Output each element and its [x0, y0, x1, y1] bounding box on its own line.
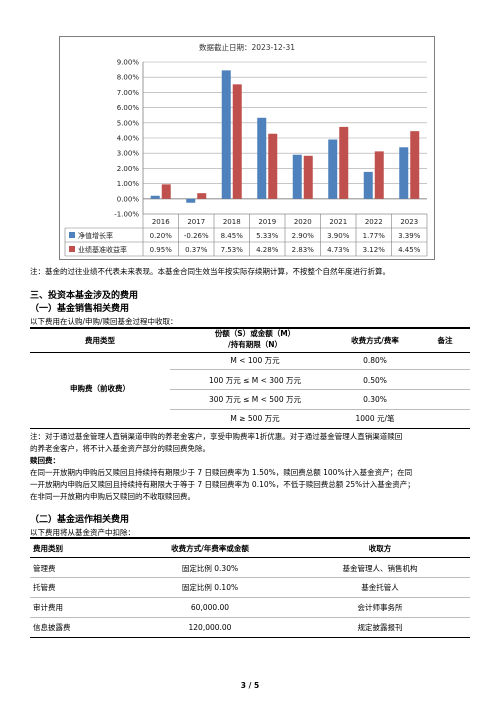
bar — [328, 139, 338, 199]
ops-fee-type: 管理费 — [33, 564, 56, 573]
ops-fee-type: 审计费用 — [33, 603, 63, 612]
bar — [257, 117, 267, 199]
rate-tier: 0.50% — [363, 376, 387, 385]
bar — [303, 155, 313, 199]
bar — [197, 193, 207, 199]
y-tick-label: 8.00% — [117, 74, 140, 82]
data-label: 0.95% — [150, 246, 173, 254]
purchase-discount-note-cont: 的养老金客户，将不计入基金资产部分的赎回费免除。 — [30, 444, 210, 453]
col-fee-category: 费用类别 — [33, 544, 63, 553]
bar — [186, 198, 196, 203]
ops-fee-rate: 60,000.00 — [190, 603, 230, 612]
subsection-sales-title: （一）基金销售相关费用 — [30, 304, 130, 314]
redemption-fee-text: 在非同一开放期内申购后又赎回的不收取赎回费。 — [30, 492, 195, 501]
ops-fee-recipient: 规定披露报刊 — [357, 623, 403, 632]
y-tick-label: 4.00% — [117, 135, 140, 143]
redemption-fee-text: 一开放期内申购后又赎回且持续持有期限大于等于 7 日赎回费率为 0.10%，不低… — [30, 480, 415, 489]
legend-swatch — [69, 232, 75, 238]
performance-note: 注：基金的过往业绩不代表未来表现。本基金合同生效当年按实际存续期计算，不按整个自… — [30, 267, 390, 276]
chart-title: 数据截止日期：2023-12-31 — [199, 42, 295, 52]
col-rate: 收费方式/费率 — [351, 336, 399, 345]
bar — [150, 195, 160, 199]
legend-label: 净值增长率 — [78, 231, 113, 240]
ops-fee-recipient: 基金管理人、销售机构 — [342, 564, 418, 573]
col-note: 备注 — [437, 336, 453, 345]
redemption-fee-title: 赎回费： — [30, 456, 60, 465]
amount-tier: M ≥ 500 万元 — [230, 414, 280, 423]
bar — [410, 131, 420, 199]
data-label: 3.90% — [327, 232, 350, 240]
data-label: 4.28% — [256, 246, 279, 254]
bar — [292, 154, 302, 199]
redemption-fee-text: 在同一开放期内申购后又赎回且持续持有期限少于 7 日赎回费率为 1.50%，赎回… — [30, 468, 413, 477]
col-amount-term: /持有期限（N） — [227, 340, 283, 349]
data-label: 1.77% — [363, 232, 386, 240]
ops-fee-intro: 以下费用将从基金资产中扣除： — [30, 528, 135, 537]
ops-fee-rate: 固定比例 0.10% — [181, 583, 239, 592]
data-label: 8.45% — [221, 232, 244, 240]
rate-tier: 1000 元/笔 — [355, 414, 395, 423]
y-tick-label: 0.00% — [117, 195, 140, 203]
bar — [399, 147, 409, 199]
page-number: 3 / 5 — [240, 681, 260, 690]
col-amount: 份额（S）或金额（M） — [214, 329, 296, 338]
x-tick-label: 2023 — [400, 218, 418, 226]
col-rate-amount: 收费方式/年费率或金额 — [171, 544, 249, 553]
x-tick-label: 2016 — [152, 218, 170, 226]
x-tick-label: 2019 — [258, 218, 276, 226]
data-label: 5.33% — [256, 232, 279, 240]
data-label: 3.39% — [398, 232, 421, 240]
purchase-discount-note: 注：对于通过基金管理人直销渠道申购的养老金客户，享受申购费率1折优惠。对于通过基… — [30, 432, 403, 441]
ops-fee-rate: 固定比例 0.30% — [181, 564, 239, 573]
data-label: 2.90% — [292, 232, 315, 240]
x-tick-label: 2022 — [365, 218, 383, 226]
y-tick-label: 3.00% — [117, 150, 140, 158]
ops-fee-type: 信息披露费 — [33, 623, 71, 632]
data-label: -0.26% — [184, 232, 209, 240]
data-label: 4.45% — [398, 246, 421, 254]
col-recipient: 收取方 — [368, 544, 392, 553]
rate-tier: 0.80% — [363, 356, 387, 365]
ops-fee-recipient: 基金托管人 — [361, 583, 399, 592]
data-label: 3.12% — [363, 246, 386, 254]
data-label: 7.53% — [221, 246, 244, 254]
ops-fee-rate: 120,000.00 — [188, 623, 232, 632]
legend-swatch — [69, 246, 75, 252]
y-tick-label: 5.00% — [117, 119, 140, 127]
sales-fee-intro: 以下费用在认购/申购/赎回基金过程中收取： — [30, 317, 178, 326]
y-tick-label: 9.00% — [117, 59, 140, 67]
data-label: 0.20% — [150, 232, 173, 240]
amount-tier: M < 100 万元 — [230, 356, 280, 365]
data-label: 4.73% — [327, 246, 350, 254]
ops-fee-recipient: 会计师事务所 — [357, 603, 403, 612]
bar — [221, 70, 231, 199]
y-tick-label: 2.00% — [117, 165, 140, 173]
col-fee-type: 费用类型 — [85, 336, 115, 345]
y-tick-label: -1.00% — [114, 211, 139, 219]
x-tick-label: 2021 — [329, 218, 347, 226]
amount-tier: 300 万元 ≤ M < 500 万元 — [209, 395, 301, 404]
x-tick-label: 2017 — [187, 218, 205, 226]
data-label: 0.37% — [185, 246, 208, 254]
fee-name: 申购费（前收费） — [70, 384, 130, 393]
bar — [268, 133, 278, 199]
bar — [161, 184, 171, 199]
y-tick-label: 6.00% — [117, 104, 140, 112]
performance-chart: 数据截止日期：2023-12-31 -1.00% 0.00% 1.00% 2.00% 3… — [59, 36, 435, 260]
bar — [363, 171, 373, 199]
y-tick-label: 7.00% — [117, 89, 140, 97]
x-tick-label: 2018 — [223, 218, 241, 226]
subsection-ops-title: （二）基金运作相关费用 — [30, 515, 130, 525]
bar — [339, 126, 349, 199]
legend-label: 业绩基准收益率 — [78, 245, 127, 254]
data-label: 2.83% — [292, 246, 315, 254]
amount-tier: 100 万元 ≤ M < 300 万元 — [209, 376, 301, 385]
bar — [374, 151, 384, 199]
section-title: 三、投资本基金涉及的费用 — [30, 291, 139, 301]
ops-fee-type: 托管费 — [33, 583, 56, 592]
bar — [232, 84, 242, 199]
x-tick-label: 2020 — [294, 218, 312, 226]
rate-tier: 0.30% — [363, 395, 387, 404]
y-tick-label: 1.00% — [117, 180, 140, 188]
